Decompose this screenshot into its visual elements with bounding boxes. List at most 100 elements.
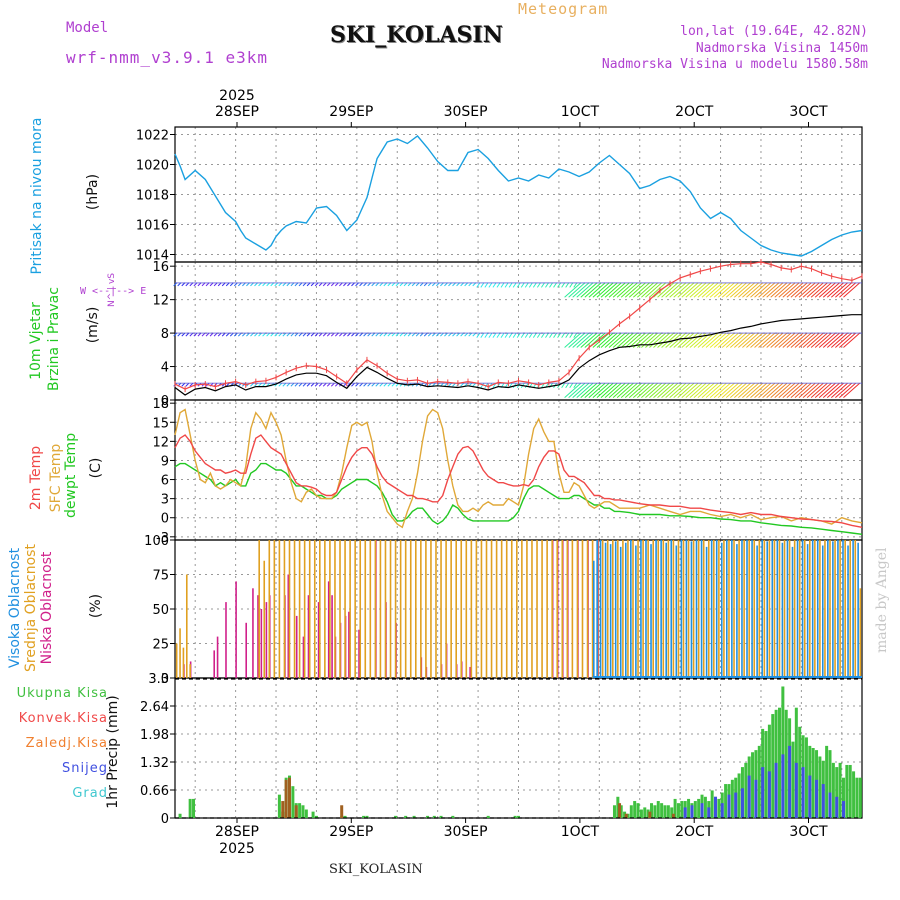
precip-total-bar <box>612 805 616 818</box>
wind-barb <box>729 382 747 399</box>
wind-barb <box>476 282 481 288</box>
wind-barb <box>843 332 860 348</box>
precip-total-bar <box>626 813 630 818</box>
wind-barb <box>573 332 578 338</box>
precip-total-bar <box>663 805 667 818</box>
wind-barb <box>576 382 594 399</box>
wind-barb <box>649 282 666 298</box>
wind-barb <box>508 282 513 288</box>
wind-barb <box>564 332 582 348</box>
wind-barb <box>476 332 481 338</box>
wind-barb <box>689 282 707 298</box>
precip-ytick-label: 1.32 <box>140 756 169 771</box>
wind-barb <box>794 282 812 298</box>
precip-total-bar <box>841 777 845 818</box>
temperature-ytick-label: 9 <box>161 454 169 469</box>
wind-barb <box>786 282 804 298</box>
precip-conv-bar <box>340 805 344 818</box>
precip-ytick-label: 3.3 <box>148 672 169 687</box>
precip-total-bar <box>646 809 650 818</box>
wind-barb <box>496 282 501 288</box>
precip-conv-bar <box>281 801 285 818</box>
bottom-date-label: 28SEP <box>215 824 259 840</box>
wind-barb <box>565 382 570 389</box>
wind-barb <box>778 332 796 348</box>
cloud-ytick-label: 75 <box>152 569 169 584</box>
precip-ytick-label: 2.64 <box>140 700 169 715</box>
wind-barb <box>536 332 541 338</box>
wind-barb <box>561 332 566 338</box>
wind-barb <box>721 332 739 348</box>
top-year-label: 2025 <box>219 88 255 104</box>
wind-barb <box>628 382 646 399</box>
precip-snow-bar <box>794 762 798 818</box>
wind-barb <box>798 332 816 348</box>
precip-total-bar <box>653 805 657 818</box>
wind-barb <box>588 382 606 399</box>
wind-barb <box>657 282 675 298</box>
precip-total-bar <box>757 745 761 818</box>
wind-barb <box>516 332 521 338</box>
precip-conv-bar <box>671 813 675 818</box>
wind-barb <box>600 332 618 348</box>
pressure-line <box>174 135 863 257</box>
wind-barb <box>641 282 658 298</box>
precip-total-bar <box>365 815 369 818</box>
precip-total-bar <box>818 756 822 818</box>
altitude-info: Nadmorska Visina 1450m <box>695 41 868 56</box>
precip-total-bar <box>656 801 660 818</box>
wind-barb <box>628 282 646 298</box>
wind-barb <box>802 382 820 399</box>
wind-barb <box>624 332 642 348</box>
wind-barb <box>701 382 719 399</box>
wind-barb <box>604 282 622 298</box>
wind-barb <box>742 382 759 399</box>
wind-barb <box>738 282 755 298</box>
precip-snow-bar <box>808 775 812 818</box>
wind-barb <box>790 282 808 298</box>
wind-barb <box>592 282 610 298</box>
precip-total-bar <box>277 794 281 818</box>
wind-barb <box>492 332 497 338</box>
wind-barb <box>620 332 638 348</box>
wind-barb <box>564 382 582 399</box>
bottom-date-label: 29SEP <box>329 824 373 840</box>
wind-ytick-label: 0 <box>161 394 169 409</box>
wind-barb <box>794 332 812 348</box>
precip-total-bar <box>426 815 430 818</box>
wind-barb <box>661 382 679 399</box>
wind-barb <box>709 382 727 399</box>
wind-barb <box>689 382 707 399</box>
wind-barb <box>616 282 634 298</box>
wind-barb <box>701 332 719 348</box>
wind-barb <box>835 382 852 399</box>
precip-total-bar <box>343 815 347 818</box>
precip-total-bar <box>643 807 647 818</box>
precip-total-bar <box>394 815 398 818</box>
wind-barb <box>580 332 598 348</box>
wind-barb <box>584 332 602 348</box>
wind-barb <box>604 382 622 399</box>
bottom-date-label: 2OCT <box>675 824 714 840</box>
precip-total-bar <box>178 813 182 818</box>
wind-barb <box>839 332 856 348</box>
wind-barb <box>717 382 735 399</box>
precip-total-bar <box>737 773 741 818</box>
wind-barb <box>685 282 703 298</box>
wind-barb <box>839 282 856 298</box>
precip-total-bar <box>804 737 808 818</box>
wind-barb <box>561 382 566 389</box>
wind-barb <box>596 382 614 399</box>
precip-total-bar <box>693 801 697 818</box>
precip-conv-bar <box>288 777 291 818</box>
wind-barb <box>520 332 525 338</box>
precip-total-bar <box>192 798 196 818</box>
wind-barb <box>673 282 691 298</box>
precip-snow-bar <box>683 807 687 818</box>
precip-snow-bar <box>707 807 711 818</box>
wind-barb <box>673 332 691 348</box>
wind-barb <box>681 382 699 399</box>
wind-speed-line <box>174 314 862 396</box>
wind-barb <box>573 282 578 288</box>
lonlat-info: lon,lat (19.64E, 42.82N) <box>680 24 868 39</box>
